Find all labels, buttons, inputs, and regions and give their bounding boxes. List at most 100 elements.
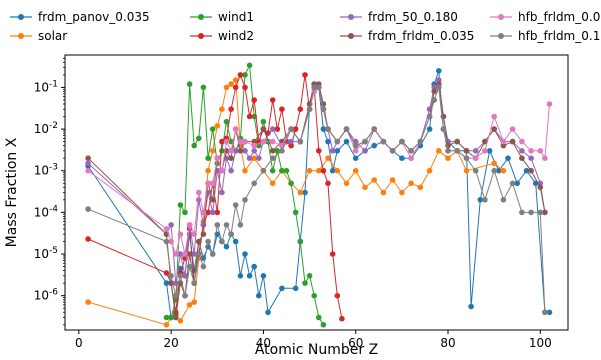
- data-point: [371, 177, 378, 183]
- data-point: [269, 148, 276, 154]
- data-point: [500, 142, 507, 149]
- data-point: [542, 309, 548, 316]
- y-tick-label: 10-6: [34, 288, 59, 303]
- data-point: [196, 251, 202, 257]
- series-line: [87, 78, 546, 284]
- data-point: [186, 263, 193, 270]
- data-point: [454, 138, 461, 145]
- data-point: [228, 106, 234, 112]
- data-point: [509, 180, 516, 187]
- data-point: [311, 84, 318, 91]
- data-point: [219, 106, 225, 112]
- data-point: [237, 138, 244, 145]
- x-tick-label: 0: [75, 336, 83, 350]
- data-point: [542, 155, 548, 161]
- data-point: [417, 138, 424, 145]
- data-point: [242, 167, 248, 174]
- data-point: [168, 273, 174, 279]
- data-point: [85, 160, 91, 167]
- data-point: [431, 97, 438, 103]
- data-point: [399, 189, 405, 196]
- data-point: [325, 155, 331, 161]
- data-point: [316, 167, 322, 174]
- x-tick-label: 100: [529, 336, 552, 350]
- data-point: [380, 138, 387, 145]
- data-point: [251, 97, 257, 103]
- data-point: [269, 180, 276, 187]
- data-point: [472, 167, 479, 174]
- legend-label: frdm_panov_0.035: [38, 10, 150, 24]
- data-point: [182, 292, 188, 299]
- y-tick-label: 10-1: [34, 79, 58, 94]
- data-point: [182, 209, 188, 216]
- data-point: [306, 273, 313, 279]
- data-point: [177, 318, 184, 324]
- data-point: [251, 180, 257, 187]
- data-point: [219, 167, 225, 174]
- data-point: [528, 155, 534, 161]
- data-point: [191, 142, 197, 149]
- data-point: [302, 72, 308, 78]
- data-point: [182, 273, 188, 279]
- data-point: [269, 167, 276, 174]
- data-point: [209, 148, 216, 154]
- data-point: [445, 148, 451, 154]
- data-point: [546, 101, 553, 107]
- data-point: [486, 148, 493, 154]
- data-point: [228, 231, 234, 237]
- data-point: [542, 209, 548, 216]
- series-hfb_frldm_0.180: [85, 84, 548, 316]
- data-point: [265, 309, 271, 316]
- data-point: [200, 263, 207, 270]
- data-point: [311, 292, 318, 299]
- data-point: [320, 106, 327, 112]
- data-point: [500, 138, 507, 145]
- data-point: [209, 209, 216, 216]
- data-point: [186, 251, 193, 257]
- data-point: [399, 138, 405, 145]
- data-point: [85, 167, 91, 174]
- data-point: [251, 138, 257, 145]
- data-point: [528, 148, 534, 154]
- data-point: [454, 148, 461, 154]
- data-point: [209, 197, 216, 203]
- data-point: [316, 314, 322, 321]
- data-point: [242, 72, 248, 78]
- data-point: [168, 238, 174, 245]
- x-tick-label: 80: [440, 336, 455, 350]
- data-point: [292, 126, 299, 132]
- data-point: [251, 142, 257, 149]
- data-point: [292, 285, 299, 292]
- data-point: [362, 148, 368, 154]
- data-point: [537, 184, 544, 191]
- data-point: [232, 202, 239, 208]
- legend-label: wind1: [218, 10, 254, 24]
- data-point: [186, 222, 193, 228]
- data-point: [223, 118, 230, 125]
- data-point: [173, 251, 179, 257]
- y-tick-label: 10-3: [34, 163, 58, 178]
- data-point: [163, 238, 170, 245]
- data-point: [191, 231, 197, 237]
- data-point: [306, 167, 313, 174]
- data-point: [283, 167, 290, 174]
- data-point: [205, 180, 211, 187]
- data-point: [255, 292, 262, 299]
- data-point: [362, 138, 368, 145]
- data-point: [352, 148, 359, 154]
- series-frdm_panov_0.035: [85, 68, 553, 321]
- data-point: [468, 303, 474, 310]
- data-point: [343, 180, 350, 187]
- data-point: [269, 155, 276, 161]
- legend-label: frdm_frldm_0.035: [368, 29, 474, 43]
- data-point: [472, 148, 479, 154]
- data-point: [334, 148, 341, 154]
- data-point: [436, 68, 442, 74]
- data-point: [399, 155, 405, 161]
- data-point: [408, 148, 414, 154]
- data-point: [85, 206, 91, 212]
- data-point: [205, 209, 211, 216]
- legend-item: frdm_50_0.180: [340, 10, 458, 24]
- data-point: [269, 138, 276, 145]
- series-layer: [85, 62, 553, 328]
